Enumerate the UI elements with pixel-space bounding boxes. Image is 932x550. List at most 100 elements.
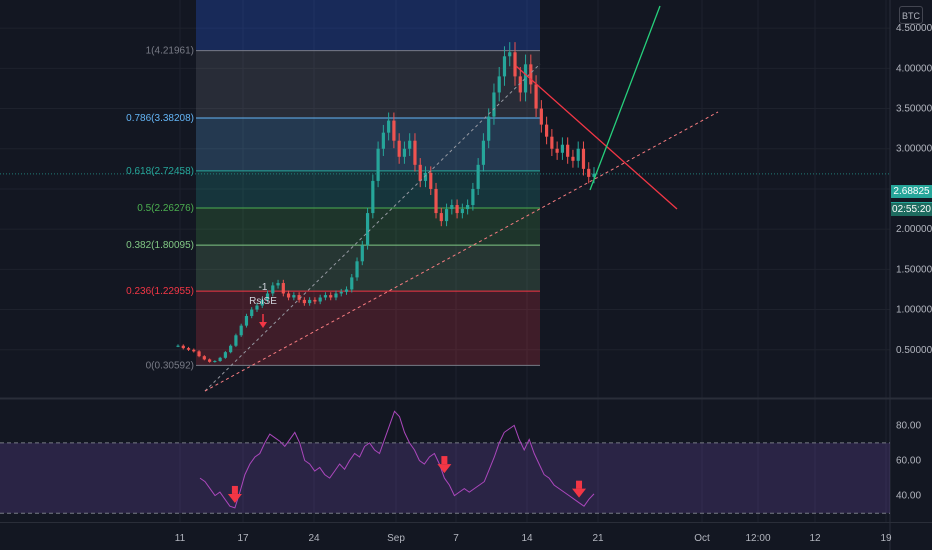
candle-body: [423, 172, 428, 181]
time-tick-label: 7: [453, 533, 459, 544]
candle-body: [529, 64, 533, 85]
candle-body: [466, 205, 470, 210]
price-tick-label: 1.00000: [896, 305, 932, 316]
annotation-label: RsiSE: [249, 296, 277, 307]
candle-body: [397, 140, 401, 157]
candle-body: [560, 144, 565, 153]
price-tick-label: 0.50000: [896, 345, 932, 356]
time-tick-label: 11: [175, 533, 186, 544]
candle-body: [207, 359, 212, 362]
candle-body: [250, 309, 254, 316]
candle-body: [429, 172, 433, 189]
candle-body: [371, 180, 375, 214]
candle-body: [381, 132, 385, 149]
candle-body: [545, 124, 549, 137]
candle-body: [450, 205, 454, 210]
candle-body: [518, 76, 522, 93]
candle-body: [176, 345, 180, 347]
candle-body: [413, 140, 417, 165]
annotation-label: -1: [259, 282, 268, 293]
candle-body: [286, 293, 291, 298]
candle-body: [192, 349, 196, 352]
currency-badge[interactable]: BTC: [899, 6, 923, 24]
rsi-signal-arrow-shaft: [231, 485, 238, 494]
candle-body: [239, 325, 243, 336]
candle-body: [455, 205, 459, 214]
price-tick-label: 4.50000: [896, 23, 932, 34]
fib-level-label: 0(0.30592): [146, 360, 194, 371]
candle-body: [318, 297, 322, 302]
rsi-signal-arrow-shaft: [576, 480, 583, 489]
candle-body: [539, 108, 543, 125]
candle-body: [255, 305, 259, 310]
candle-body: [365, 213, 370, 246]
price-tick-label: 3.50000: [896, 104, 932, 115]
candle-body: [181, 345, 185, 349]
candle-body: [302, 299, 306, 304]
rsi-band: [0, 442, 890, 514]
candle-body: [229, 345, 233, 353]
time-tick-label: 21: [592, 533, 604, 544]
price-tick-label: 4.00000: [896, 63, 932, 74]
time-tick-label: 19: [880, 533, 892, 544]
fib-level-label: 0.5(2.26276): [137, 203, 194, 214]
candle-body: [471, 188, 475, 206]
price-tick-label: 2.00000: [896, 224, 932, 235]
candle-body: [481, 140, 486, 165]
candle-body: [265, 293, 270, 300]
candle-body: [387, 120, 391, 133]
fib-level-label: 0.382(1.80095): [126, 240, 194, 251]
candle-body: [487, 116, 491, 141]
candle-body: [592, 173, 596, 177]
candle-body: [339, 291, 343, 294]
candle-body: [281, 283, 285, 294]
fib-level-label: 0.618(2.72458): [126, 166, 194, 177]
candle-body: [344, 289, 349, 292]
candle-body: [444, 209, 449, 222]
candle-body: [308, 299, 312, 304]
candle-body: [329, 295, 333, 298]
candle-body: [244, 315, 249, 326]
fib-zone: [196, 291, 540, 366]
fib-zone: [196, 245, 540, 292]
candle-body: [276, 283, 280, 286]
resistance-trendline: [515, 65, 678, 210]
time-tick-label: 14: [521, 533, 533, 544]
candle-body: [555, 148, 559, 153]
rsi-tick-label: 40.00: [896, 491, 921, 502]
candle-body: [408, 140, 412, 149]
candle-body: [534, 84, 538, 109]
fib-zone: [196, 170, 540, 209]
candle-body: [581, 148, 586, 169]
rsi-signal-arrow-head: [437, 464, 452, 474]
countdown-tag: 02:55:20: [891, 202, 932, 216]
candle-body: [376, 148, 380, 181]
candle-body: [476, 164, 480, 189]
candle-body: [186, 348, 191, 350]
candle-body: [566, 144, 570, 157]
candle-body: [360, 245, 364, 262]
fib-level-label: 0.786(3.38208): [126, 113, 194, 124]
candle-body: [434, 188, 438, 214]
candle-body: [402, 148, 407, 157]
candle-body: [460, 209, 464, 214]
rsi-signal-arrow-head: [227, 493, 242, 503]
candle-body: [260, 299, 264, 306]
candle-body: [271, 285, 275, 294]
candle-body: [508, 52, 512, 57]
last-price-tag: 2.68825: [891, 185, 932, 198]
rsi-signal-arrow-head: [572, 488, 587, 498]
candle-body: [234, 335, 238, 346]
rsi-line: [199, 410, 595, 509]
candle-body: [418, 164, 422, 181]
candle-body: [523, 64, 528, 93]
candle-body: [571, 156, 575, 161]
signal-arrow-head: [259, 322, 267, 328]
candle-body: [297, 295, 301, 300]
rsi-tick-label: 60.00: [896, 456, 921, 467]
candle-body: [223, 352, 227, 358]
candle-body: [323, 295, 328, 298]
candle-body: [513, 52, 517, 77]
candle-body: [213, 361, 217, 363]
